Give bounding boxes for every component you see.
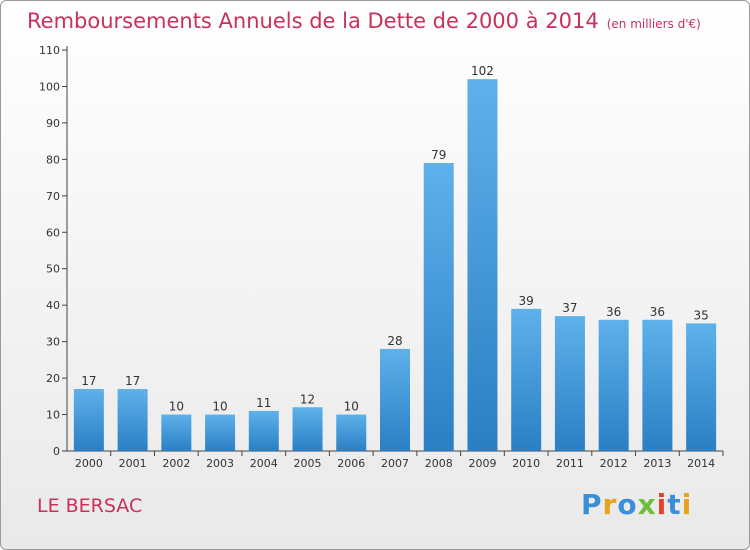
logo-letter: i [656, 488, 668, 521]
logo-letter: P [581, 488, 603, 521]
logo-letter: x [637, 488, 657, 521]
bar [336, 414, 367, 451]
bar-value-label: 10 [344, 400, 359, 414]
bar-value-label: 37 [562, 301, 577, 315]
y-tick-label: 100 [39, 80, 60, 93]
y-tick-label: 70 [46, 190, 60, 203]
bar-value-label: 10 [212, 400, 227, 414]
bar-value-label: 36 [650, 305, 665, 319]
bar-value-label: 17 [81, 374, 96, 388]
bar-value-label: 36 [606, 305, 621, 319]
x-tick-label: 2001 [119, 457, 147, 470]
logo-letter: o [617, 488, 638, 521]
bar-value-label: 12 [300, 392, 315, 406]
x-tick-label: 2005 [294, 457, 322, 470]
commune-name: LE BERSAC [37, 495, 143, 517]
y-tick-label: 50 [46, 263, 60, 276]
x-tick-label: 2012 [600, 457, 628, 470]
bar [598, 319, 629, 451]
y-tick-label: 90 [46, 117, 60, 130]
x-tick-label: 2010 [512, 457, 540, 470]
y-tick-label: 110 [39, 44, 60, 57]
bar [423, 163, 454, 451]
bar-value-label: 10 [169, 400, 184, 414]
bar-value-label: 79 [431, 148, 446, 162]
bar [248, 410, 279, 451]
x-tick-label: 2011 [556, 457, 584, 470]
bar-value-label: 102 [471, 64, 494, 78]
y-tick-label: 20 [46, 372, 60, 385]
bar [686, 323, 717, 451]
bar [380, 348, 410, 451]
unit-label: (en milliers d'€) [606, 17, 701, 31]
logo-letter: i [681, 488, 693, 521]
bar [642, 319, 673, 451]
bar [117, 389, 148, 451]
y-tick-label: 30 [46, 336, 60, 349]
bar [73, 389, 104, 451]
bar [292, 407, 323, 451]
bar-value-label: 17 [125, 374, 140, 388]
bar [161, 414, 192, 451]
x-tick-label: 2013 [643, 457, 671, 470]
bar [205, 414, 236, 451]
y-tick-label: 10 [46, 409, 60, 422]
bar-value-label: 35 [693, 308, 708, 322]
logo-letter: t [667, 488, 682, 521]
x-tick-label: 2006 [337, 457, 365, 470]
y-tick-label: 40 [46, 299, 60, 312]
chart-title: Remboursements Annuels de la Dette de 20… [27, 9, 701, 33]
bar [554, 316, 585, 451]
proxiti-logo: Proxiti [581, 488, 692, 521]
y-tick-label: 0 [53, 445, 60, 458]
bar [467, 79, 498, 451]
title-text: Remboursements Annuels de la Dette de 20… [27, 9, 599, 33]
bar-value-label: 28 [387, 334, 402, 348]
bar-value-label: 39 [519, 294, 534, 308]
y-tick-label: 80 [46, 153, 60, 166]
x-tick-label: 2002 [162, 457, 190, 470]
x-tick-label: 2007 [381, 457, 409, 470]
x-tick-label: 2014 [687, 457, 715, 470]
x-tick-label: 2003 [206, 457, 234, 470]
bar-value-label: 11 [256, 396, 271, 410]
x-tick-label: 2004 [250, 457, 278, 470]
x-tick-label: 2000 [75, 457, 103, 470]
x-tick-label: 2009 [468, 457, 496, 470]
bar [511, 308, 542, 451]
x-tick-label: 2008 [425, 457, 453, 470]
y-tick-label: 60 [46, 226, 60, 239]
logo-letter: r [602, 488, 618, 521]
